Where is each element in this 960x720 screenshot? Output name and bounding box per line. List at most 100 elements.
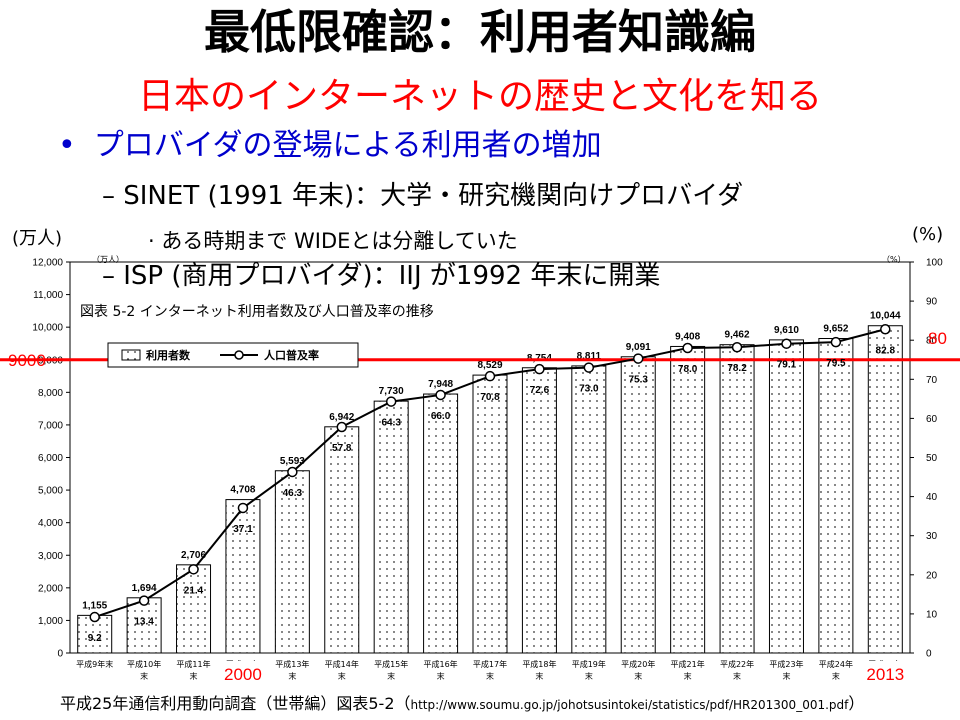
- penetration-point: [138, 595, 150, 606]
- x-category-label: 平成22年: [720, 659, 754, 669]
- x-category-label: 平成19年: [572, 659, 606, 669]
- x-category-label: 平成17年: [473, 659, 507, 669]
- penetration-point: [534, 363, 545, 375]
- x-category-label-suffix: 末: [338, 671, 346, 681]
- bar-users: [274, 470, 310, 654]
- bar-value-label: 9,408: [675, 331, 700, 342]
- bar-users: [176, 564, 212, 654]
- sub-bullet-sinet: – SINET (1991 年末)：大学・研究機関向けプロバイダ: [102, 181, 744, 211]
- legend-line-label: 人口普及率: [264, 348, 319, 362]
- penetration-value-label: 79.5: [826, 358, 846, 369]
- right-tick-label: 80: [926, 336, 938, 347]
- bar-value-label: 4,708: [230, 485, 255, 496]
- citation-text: 平成25年通信利用動向調査（世帯編）図表5-2（: [60, 694, 411, 713]
- penetration-point: [880, 324, 891, 335]
- x-category-label-suffix: 末: [535, 671, 543, 681]
- penetration-value-label: 82.8: [876, 345, 896, 356]
- left-tick-label: 0: [57, 649, 63, 660]
- penetration-value-label: 70.8: [480, 392, 500, 403]
- penetration-point: [484, 370, 496, 382]
- bar-value-label: 8,811: [577, 351, 602, 362]
- bullet-item: • プロバイダの登場による利用者の増加: [58, 126, 602, 166]
- right-tick-label: 20: [926, 570, 938, 581]
- x-category-label: 平成23年: [769, 659, 803, 669]
- right-tick-label: 30: [926, 531, 938, 542]
- penetration-point: [435, 389, 446, 401]
- penetration-point: [781, 338, 792, 349]
- bar-value-label: 9,610: [774, 325, 799, 336]
- penetration-value-label: 64.3: [381, 418, 401, 429]
- slide-title: 最低限確認：利用者知識編: [204, 5, 756, 59]
- bar-users: [620, 356, 656, 654]
- penetration-value-label: 66.0: [431, 411, 451, 422]
- penetration-value-label: 75.3: [629, 375, 649, 386]
- left-tick-label: 1,000: [38, 616, 63, 627]
- x-category-label: 平成21年: [671, 659, 705, 669]
- penetration-value-label: 9.2: [88, 633, 102, 644]
- bar-users: [126, 597, 162, 654]
- right-tick-label: 0: [926, 649, 932, 660]
- x-category-label: 平成13年: [275, 659, 309, 669]
- right-tick-label: 60: [926, 414, 938, 425]
- penetration-value-label: 72.6: [530, 385, 550, 396]
- bar-users: [670, 345, 706, 654]
- slide-subtitle: 日本のインターネットの歴史と文化を知る: [137, 76, 822, 117]
- annotation-2013-bg: [859, 661, 912, 683]
- penetration-value-label: 37.1: [233, 524, 253, 535]
- bar-users: [867, 325, 903, 654]
- annotation-2000-bg: [216, 661, 269, 683]
- legend-line-marker: [234, 350, 244, 360]
- left-tick-label: 6,000: [38, 453, 63, 464]
- sub-sub-bullet-wide: · ある時期まで WIDEとは分離していた: [148, 229, 518, 253]
- bullet-text: プロバイダの登場による利用者の増加: [93, 128, 602, 163]
- x-category-label-suffix: 末: [684, 671, 692, 681]
- x-category-label-suffix: 末: [288, 671, 296, 681]
- penetration-point: [287, 466, 298, 478]
- right-tick-label: 10: [926, 609, 938, 620]
- bar-users: [571, 365, 607, 654]
- left-tick-label: 8,000: [38, 388, 63, 399]
- x-category-label: 平成9年末: [76, 659, 113, 669]
- penetration-point: [188, 564, 199, 575]
- right-unit-small: （%）: [882, 255, 906, 264]
- right-tick-label: 70: [926, 375, 938, 386]
- x-category-label-suffix: 末: [387, 671, 395, 681]
- left-tick-label: 2,000: [38, 583, 63, 594]
- left-unit-small: （万人）: [92, 255, 124, 264]
- chart-caption: 図表 5-2 インターネット利用者数及び人口普及率の推移: [80, 303, 434, 320]
- penetration-point: [632, 353, 644, 364]
- left-tick-label: 7,000: [38, 420, 63, 431]
- annotation-2013: 2013: [866, 665, 904, 684]
- penetration-point: [237, 502, 249, 514]
- x-category-label-suffix: 末: [832, 671, 840, 681]
- legend-bar-label: 利用者数: [146, 348, 191, 362]
- bar-value-label: 9,652: [823, 324, 848, 335]
- x-category-label: 平成16年: [423, 659, 457, 669]
- penetration-value-label: 46.3: [283, 488, 303, 499]
- penetration-value-label: 13.4: [134, 617, 154, 628]
- bar-value-label: 6,942: [329, 412, 354, 423]
- bar-value-label: 1,155: [82, 600, 107, 611]
- right-unit-label: (%): [912, 224, 944, 245]
- citation-close: ）: [848, 694, 865, 713]
- right-tick-label: 90: [926, 297, 938, 308]
- bar-users: [324, 426, 360, 654]
- right-tick-label: 50: [926, 453, 938, 464]
- x-category-label: 平成14年: [325, 659, 359, 669]
- bar-value-label: 7,730: [379, 386, 404, 397]
- left-tick-label: 10,000: [32, 323, 63, 334]
- source-citation: 平成25年通信利用動向調査（世帯編）図表5-2（http://www.soumu…: [60, 690, 864, 714]
- bar-value-label: 2,706: [181, 550, 206, 561]
- penetration-point: [682, 342, 693, 354]
- bullet-marker: •: [58, 128, 76, 163]
- x-category-label-suffix: 末: [486, 671, 494, 681]
- penetration-point: [336, 421, 348, 433]
- bar-users: [225, 499, 261, 654]
- penetration-point: [830, 336, 842, 348]
- bar-users: [423, 393, 459, 654]
- penetration-value-label: 21.4: [184, 585, 204, 596]
- x-category-label-suffix: 末: [437, 671, 445, 681]
- bar-value-label: 1,694: [132, 583, 157, 594]
- annotation-9000: 9000: [8, 351, 46, 370]
- legend-bar-swatch: [121, 349, 141, 361]
